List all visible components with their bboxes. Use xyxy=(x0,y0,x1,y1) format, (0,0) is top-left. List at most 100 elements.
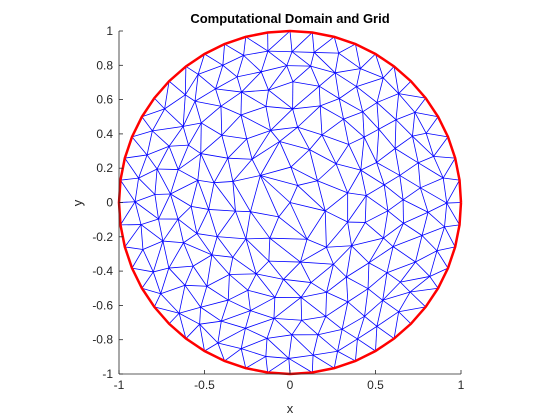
mesh-edge xyxy=(208,209,218,237)
mesh-edge xyxy=(216,210,236,237)
mesh-edge xyxy=(197,179,215,184)
mesh-edge xyxy=(426,132,449,138)
mesh-edge xyxy=(362,102,378,113)
mesh-edge xyxy=(357,338,376,352)
mesh-edge xyxy=(291,334,314,356)
mesh-edge xyxy=(360,162,377,171)
mesh-edge xyxy=(346,245,352,278)
mesh-edge xyxy=(261,65,287,73)
mesh-edge xyxy=(414,112,427,134)
mesh-edge xyxy=(184,74,199,96)
mesh-edge xyxy=(222,64,238,78)
mesh-edge xyxy=(213,182,236,212)
mesh-edge xyxy=(199,324,205,352)
mesh-edge xyxy=(364,315,378,327)
mesh-edge xyxy=(394,135,413,149)
mesh-edge xyxy=(326,264,334,293)
mesh-edge xyxy=(283,278,312,283)
mesh-edge xyxy=(334,53,340,73)
mesh-edge xyxy=(168,80,186,96)
mesh-edge xyxy=(398,80,412,94)
mesh-edge xyxy=(241,71,262,93)
mesh-edge xyxy=(360,170,367,196)
mesh-edge xyxy=(306,238,327,248)
mesh-edge xyxy=(260,50,269,72)
mesh-edge xyxy=(317,316,327,335)
mesh-edge xyxy=(217,321,222,344)
mesh-edge xyxy=(301,319,319,336)
mesh-edge xyxy=(399,281,411,293)
mesh-edge xyxy=(273,297,302,319)
mesh-edge xyxy=(289,202,308,240)
mesh-edge xyxy=(394,148,401,176)
mesh-edge xyxy=(300,239,308,263)
mesh-edge xyxy=(241,89,269,93)
mesh-edge xyxy=(325,210,348,223)
mesh-edge xyxy=(429,276,439,289)
mesh-edge xyxy=(386,246,394,273)
mesh-edge xyxy=(398,311,412,325)
mesh-edge xyxy=(208,182,215,210)
mesh-edge xyxy=(164,94,186,110)
mesh-edge xyxy=(245,318,275,329)
mesh-edge xyxy=(375,326,378,352)
mesh-edge xyxy=(387,199,404,212)
mesh-edge xyxy=(152,130,170,147)
mesh-edge xyxy=(300,261,334,265)
mesh-edge xyxy=(376,77,384,103)
mesh-edge xyxy=(425,116,439,134)
mesh-edge xyxy=(194,88,216,102)
mesh-edge xyxy=(443,177,460,181)
mesh-edge xyxy=(368,237,384,264)
mesh-edge xyxy=(376,102,397,121)
mesh-edge xyxy=(351,222,366,246)
mesh-edge xyxy=(400,276,430,283)
mesh-edge xyxy=(236,55,244,78)
mesh-edge xyxy=(395,111,416,121)
mesh-edge xyxy=(240,92,242,116)
mesh-edge xyxy=(170,169,179,195)
mesh-edge xyxy=(403,222,423,236)
mesh-edge xyxy=(124,224,142,248)
mesh-edge xyxy=(200,286,208,308)
mesh-edge xyxy=(355,43,361,69)
mesh-edge xyxy=(414,111,439,118)
mesh-edge xyxy=(364,299,383,317)
mesh-edge xyxy=(433,136,449,157)
mesh-edge xyxy=(220,106,223,136)
mesh-edge xyxy=(217,327,246,344)
mesh-edge xyxy=(154,193,171,195)
mesh-edge xyxy=(337,350,356,362)
mesh-edge xyxy=(120,179,136,202)
mesh-edge xyxy=(124,157,139,179)
mesh-edge xyxy=(383,184,404,201)
mesh-edge xyxy=(366,184,385,196)
mesh-edge xyxy=(154,168,158,195)
mesh-edge xyxy=(158,193,171,220)
mesh-edge xyxy=(200,122,202,154)
mesh-edge xyxy=(362,111,365,138)
mesh-edge xyxy=(429,267,449,277)
mesh-edge xyxy=(368,262,388,274)
mesh-edge xyxy=(206,274,230,287)
mesh-edge xyxy=(300,291,327,298)
mesh-edge xyxy=(232,181,236,212)
mesh-edge xyxy=(433,155,456,159)
mesh-edge xyxy=(343,118,350,145)
mesh-edge xyxy=(134,201,142,225)
mesh-edge xyxy=(152,108,165,132)
mesh-edge xyxy=(312,350,338,356)
mesh-edge xyxy=(256,273,284,280)
mesh-edge xyxy=(154,97,165,110)
mesh-edge xyxy=(366,195,389,212)
mesh-edge xyxy=(301,316,326,321)
mesh-edge xyxy=(333,351,338,369)
mesh-edge xyxy=(418,162,444,179)
mesh-edge xyxy=(376,102,380,130)
mesh-edge xyxy=(200,134,223,154)
y-tick-label: 0.6 xyxy=(96,93,113,107)
mesh-edge xyxy=(179,306,201,314)
mesh-edge xyxy=(267,30,291,52)
mesh-edge xyxy=(291,320,303,336)
mesh-edge xyxy=(351,245,370,264)
